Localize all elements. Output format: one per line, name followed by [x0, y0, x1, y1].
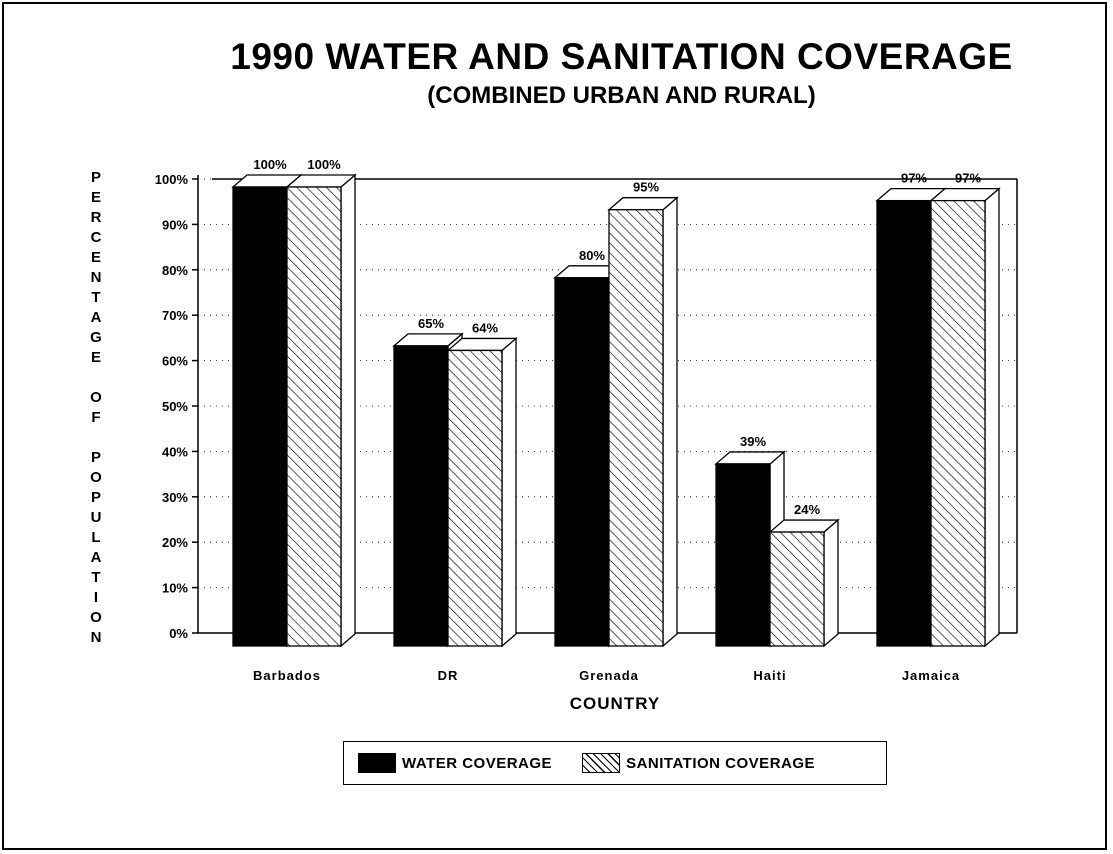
data-label: 97% [901, 171, 927, 186]
y-axis-label-letter: O [90, 389, 102, 406]
y-axis-label-letter: T [91, 569, 101, 586]
sanitation-bar [769, 531, 825, 647]
water-bar [554, 277, 610, 647]
data-label: 39% [740, 434, 766, 449]
x-tick-label: Haiti [753, 668, 786, 683]
x-tick-label: Grenada [579, 668, 639, 683]
water-bar [393, 345, 449, 647]
y-axis-label-letter: I [93, 589, 99, 606]
y-tick-label: 50% [162, 399, 188, 414]
y-tick-label: 30% [162, 490, 188, 505]
legend-item-sanitation: SANITATION COVERAGE [582, 753, 815, 773]
y-axis-label-letter: A [90, 309, 102, 326]
y-tick-label: 80% [162, 263, 188, 278]
y-axis-label-letter: E [90, 349, 101, 366]
chart-title: 1990 WATER AND SANITATION COVERAGE [230, 36, 1013, 77]
bar-side-face [340, 173, 356, 648]
y-axis-label-letter: F [91, 409, 101, 426]
data-label: 97% [955, 171, 981, 186]
y-axis-label-letter: P [90, 489, 101, 506]
data-label: 80% [579, 248, 605, 263]
y-axis-label-letter: O [90, 609, 102, 626]
y-axis-label-letter: E [90, 249, 101, 266]
y-axis-label-letter: O [90, 469, 102, 486]
bar-side-face [501, 337, 517, 648]
legend-swatch-water [358, 753, 396, 773]
y-axis-label-letter: P [90, 449, 101, 466]
y-axis-label-letter: T [91, 289, 101, 306]
data-label: 24% [794, 502, 820, 517]
y-tick-label: 0% [169, 626, 188, 641]
bar-side-face [823, 518, 839, 648]
x-tick-label: DR [438, 668, 459, 683]
y-tick-label: 20% [162, 535, 188, 550]
x-tick-label: Jamaica [902, 668, 960, 683]
y-tick-label: 70% [162, 308, 188, 323]
chart-subtitle: (COMBINED URBAN AND RURAL) [427, 82, 816, 109]
y-tick-label: 60% [162, 354, 188, 369]
bar-side-face [984, 187, 1000, 648]
data-label: 100% [307, 157, 341, 172]
water-bar [232, 186, 288, 647]
y-axis-label-letter: L [91, 529, 101, 546]
water-bar [715, 463, 771, 647]
y-axis-label-letter: N [90, 269, 102, 286]
bar-side-face [662, 196, 678, 648]
sanitation-bar [608, 209, 664, 647]
y-tick-label: 10% [162, 581, 188, 596]
y-tick-label: 90% [162, 217, 188, 232]
data-label: 65% [418, 316, 444, 331]
x-tick-label: Barbados [253, 668, 321, 683]
y-axis-label-letter: E [90, 189, 101, 206]
water-bar [876, 199, 932, 647]
x-axis-label: COUNTRY [569, 694, 661, 713]
sanitation-bar [930, 199, 986, 647]
legend: WATER COVERAGE SANITATION COVERAGE [343, 741, 887, 785]
legend-swatch-sanitation [582, 753, 621, 773]
y-axis-label-letter: U [90, 509, 102, 526]
sanitation-bar [447, 349, 503, 647]
y-axis-label-letter: N [90, 629, 102, 646]
data-label: 100% [253, 157, 287, 172]
y-axis-label-letter: R [90, 209, 102, 226]
y-axis-label-letter: A [90, 549, 102, 566]
y-tick-label: 100% [155, 172, 189, 187]
legend-item-water: WATER COVERAGE [358, 753, 552, 773]
y-axis-label-letter: P [90, 169, 101, 186]
data-label: 64% [472, 320, 498, 335]
data-label: 95% [633, 180, 659, 195]
sanitation-bar [286, 186, 342, 647]
legend-label-sanitation: SANITATION COVERAGE [626, 754, 816, 772]
y-axis-label-letter: C [90, 229, 102, 246]
y-tick-label: 40% [162, 444, 188, 459]
y-axis-label-letter: G [90, 329, 102, 346]
legend-label-water: WATER COVERAGE [402, 754, 553, 772]
